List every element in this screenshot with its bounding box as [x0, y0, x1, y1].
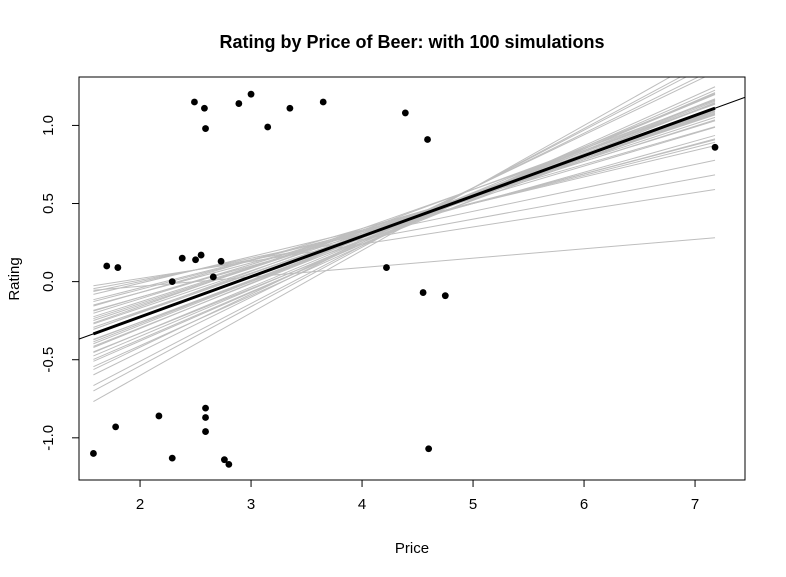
data-point: [202, 428, 209, 435]
simulation-line: [93, 92, 716, 360]
data-point: [178, 254, 186, 262]
y-tick-label: 1.0: [40, 115, 57, 136]
y-tick-label: 0.0: [40, 271, 57, 292]
simulation-line: [93, 102, 716, 353]
data-point: [221, 456, 228, 464]
x-axis-label: Price: [395, 540, 429, 557]
data-point: [155, 412, 163, 420]
data-point: [401, 109, 409, 117]
x-tick-label: 6: [580, 496, 588, 513]
simulation-line: [93, 126, 716, 307]
x-tick-label: 7: [691, 496, 699, 513]
simulation-line: [93, 119, 716, 318]
data-point: [383, 264, 390, 271]
data-point: [112, 423, 120, 431]
data-point: [197, 251, 205, 259]
x-tick-label: 3: [247, 496, 255, 513]
simulation-line: [93, 77, 682, 392]
x-tick-label: 5: [469, 496, 477, 513]
data-point: [217, 257, 225, 265]
data-point: [264, 123, 272, 131]
data-point: [191, 98, 198, 106]
simulation-line: [93, 99, 716, 330]
x-tick-label: 4: [358, 496, 366, 513]
data-point: [192, 256, 199, 264]
data-point: [247, 90, 255, 98]
y-axis-label: Rating: [6, 257, 23, 300]
fit-line-group: [79, 96, 745, 340]
fit-line: [92, 106, 716, 336]
simulation-line: [93, 99, 716, 347]
data-point: [424, 136, 431, 143]
y-tick-label: 0.5: [40, 193, 57, 214]
data-point: [202, 404, 209, 412]
data-point: [286, 104, 294, 112]
x-axis: 2 3 4 5 6 7: [136, 480, 699, 513]
data-point: [419, 289, 427, 296]
x-tick-label: 2: [136, 496, 144, 513]
data-points: [90, 90, 719, 468]
data-point: [114, 264, 122, 271]
data-point: [103, 262, 111, 270]
data-point: [90, 450, 97, 457]
data-point: [225, 460, 233, 468]
data-point: [168, 278, 176, 286]
data-point: [711, 143, 719, 151]
data-point: [425, 445, 433, 453]
data-point: [441, 292, 449, 300]
data-point: [202, 125, 209, 132]
simulation-line: [93, 237, 716, 291]
y-axis: -1.0 -0.5 0.0 0.5 1.0: [40, 115, 79, 451]
data-point: [319, 98, 327, 106]
data-point: [168, 454, 176, 462]
y-tick-label: -1.0: [40, 425, 57, 451]
data-point: [235, 100, 243, 107]
data-point: [201, 104, 208, 112]
data-point: [202, 414, 209, 421]
y-tick-label: -0.5: [40, 347, 57, 373]
plot-frame: [78, 76, 746, 481]
chart-title: Rating by Price of Beer: with 100 simula…: [219, 32, 604, 52]
data-point: [209, 273, 217, 281]
simulation-line: [93, 174, 716, 290]
